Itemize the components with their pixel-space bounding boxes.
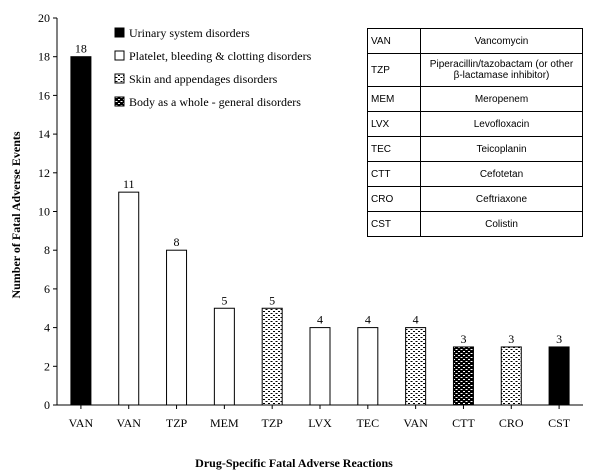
- abbreviation-row: LVX Levofloxacin: [367, 111, 583, 137]
- bar-value-label: 4: [317, 313, 323, 327]
- abbreviation-row: CTT Cefotetan: [367, 161, 583, 187]
- abbreviation-code: CRO: [367, 186, 421, 212]
- bar-value-label: 4: [413, 313, 419, 327]
- abbreviation-name: Meropenem: [420, 86, 583, 112]
- legend-swatch: [114, 73, 125, 84]
- x-tick-label: TZP: [262, 416, 284, 430]
- bar-value-label: 8: [174, 235, 180, 249]
- x-tick-label: CRO: [499, 416, 524, 430]
- abbreviation-code: TZP: [367, 53, 421, 87]
- y-tick-label: 20: [38, 11, 50, 25]
- x-tick-label: CTT: [452, 416, 475, 430]
- abbreviation-name: Cefotetan: [420, 161, 583, 187]
- bar-value-label: 5: [221, 293, 227, 307]
- legend-label: Urinary system disorders: [129, 26, 250, 40]
- abbreviation-name: Teicoplanin: [420, 136, 583, 162]
- bar: [500, 346, 522, 406]
- bar: [118, 191, 140, 406]
- abbreviation-code: CTT: [367, 161, 421, 187]
- bar-value-label: 11: [123, 177, 135, 191]
- abbreviation-row: CST Colistin: [367, 211, 583, 237]
- y-axis-title: Number of Fatal Adverse Events: [9, 131, 23, 298]
- x-tick-label: VAN: [403, 416, 428, 430]
- y-tick-label: 6: [44, 282, 50, 296]
- y-tick-label: 16: [38, 88, 50, 102]
- y-tick-label: 0: [44, 398, 50, 412]
- abbreviation-name: Colistin: [420, 211, 583, 237]
- x-tick-label: CST: [548, 416, 571, 430]
- legend-swatch: [114, 27, 125, 38]
- bar-value-label: 3: [556, 332, 562, 346]
- abbreviation-name: Levofloxacin: [420, 111, 583, 137]
- legend: Urinary system disorders Platelet, bleedi…: [114, 26, 312, 109]
- axes: 0 2 4 6 8 10 12 14 16 18 20: [38, 11, 583, 412]
- abbreviation-code: CST: [367, 211, 421, 237]
- bar: [452, 346, 474, 406]
- bar: [261, 307, 283, 406]
- abbreviation-table: VAN Vancomycin TZP Piperacillin/tazobactam …: [367, 28, 583, 237]
- bar: [357, 327, 379, 406]
- y-tick-label: 8: [44, 243, 50, 257]
- bar-value-label: 5: [269, 293, 275, 307]
- legend-label: Skin and appendages disorders: [129, 72, 278, 86]
- legend-label: Platelet, bleeding & clotting disorders: [129, 49, 312, 63]
- y-tick-label: 10: [38, 205, 50, 219]
- abbreviation-code: LVX: [367, 111, 421, 137]
- bars: 18 VAN 11 VAN 8 TZP 5 MEM 5 TZP 4 LVX 4 TEC 4 VAN 3 CTT 3 C…: [69, 42, 571, 430]
- abbreviation-code: TEC: [367, 136, 421, 162]
- x-tick-label: TEC: [356, 416, 379, 430]
- bar: [70, 56, 92, 406]
- bar-value-label: 3: [508, 332, 514, 346]
- abbreviation-row: TZP Piperacillin/tazobactam (or other β-l…: [367, 53, 583, 87]
- x-tick-label: VAN: [117, 416, 142, 430]
- abbreviation-name: Piperacillin/tazobactam (or other β-lact…: [420, 53, 583, 87]
- bar: [166, 249, 188, 406]
- legend-label: Body as a whole - general disorders: [129, 95, 301, 109]
- abbreviation-row: CRO Ceftriaxone: [367, 186, 583, 212]
- y-tick-label: 2: [44, 359, 50, 373]
- bar-value-label: 18: [75, 42, 87, 56]
- bar-value-label: 3: [460, 332, 466, 346]
- bar: [309, 327, 331, 406]
- x-tick-label: MEM: [210, 416, 239, 430]
- abbreviation-name: Ceftriaxone: [420, 186, 583, 212]
- legend-swatch: [114, 50, 125, 61]
- x-tick-label: LVX: [308, 416, 332, 430]
- x-tick-label: VAN: [69, 416, 94, 430]
- y-tick-label: 14: [38, 127, 50, 141]
- abbreviation-name: Vancomycin: [420, 28, 583, 54]
- bar: [213, 307, 235, 406]
- x-tick-label: TZP: [166, 416, 188, 430]
- y-tick-label: 4: [44, 321, 50, 335]
- abbreviation-row: VAN Vancomycin: [367, 28, 583, 54]
- x-axis-title: Drug-Specific Fatal Adverse Reactions: [195, 456, 393, 470]
- abbreviation-row: MEM Meropenem: [367, 86, 583, 112]
- y-tick-label: 12: [38, 166, 50, 180]
- bar: [405, 327, 427, 406]
- abbreviation-code: MEM: [367, 86, 421, 112]
- abbreviation-code: VAN: [367, 28, 421, 54]
- bar: [548, 346, 570, 406]
- abbreviation-row: TEC Teicoplanin: [367, 136, 583, 162]
- y-tick-label: 18: [38, 50, 50, 64]
- bar-value-label: 4: [365, 313, 371, 327]
- legend-swatch: [114, 96, 125, 107]
